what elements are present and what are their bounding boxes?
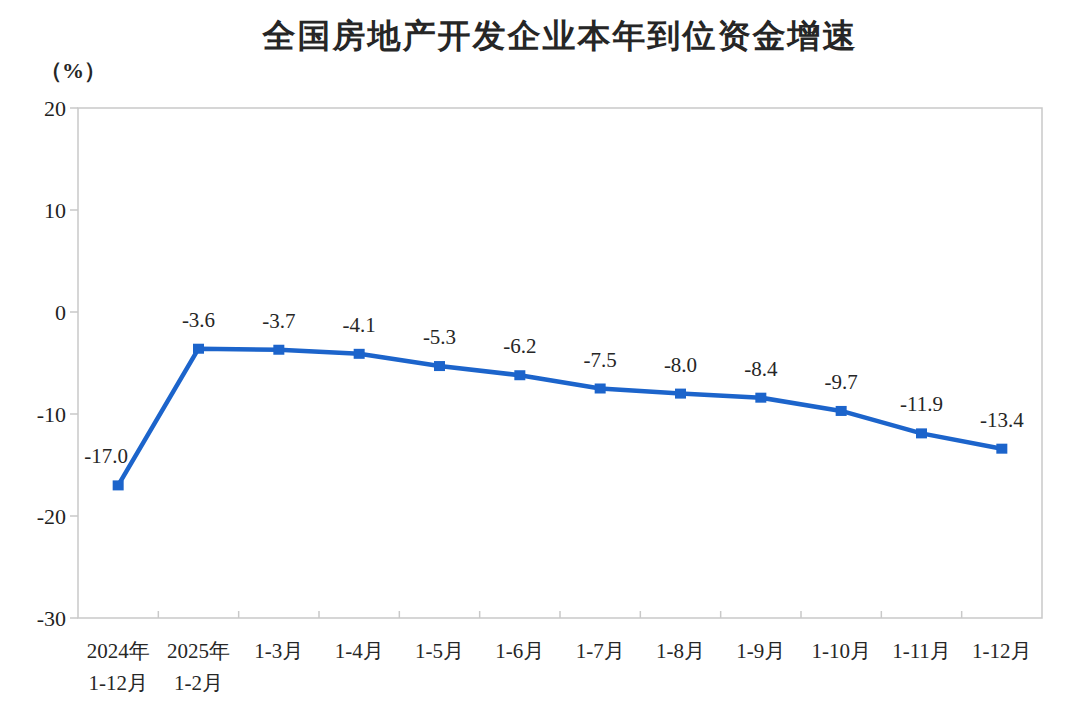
x-axis-category-label: 1-10月 bbox=[811, 639, 871, 663]
y-axis-tick-label: 0 bbox=[55, 300, 66, 325]
data-point-label: -8.4 bbox=[744, 357, 778, 381]
line-chart: 20 10 0 -10 -20 -30 -17.0 -3.6 -3.7 -4.1 -5.3 -6.2 -… bbox=[0, 0, 1080, 727]
data-point-marker bbox=[916, 428, 927, 438]
data-point-label: -9.7 bbox=[825, 370, 858, 394]
data-point-label: -8.0 bbox=[664, 353, 697, 377]
data-point-label: -4.1 bbox=[343, 313, 376, 337]
x-axis-category-label: 1-5月 bbox=[415, 639, 464, 663]
data-point-label: -17.0 bbox=[84, 444, 128, 468]
data-point-label: -11.9 bbox=[900, 392, 943, 416]
data-point-label: -3.7 bbox=[262, 309, 295, 333]
x-axis-category-label: 1-8月 bbox=[656, 639, 705, 663]
data-point-marker bbox=[273, 345, 284, 355]
data-point-label: -6.2 bbox=[503, 334, 536, 358]
y-axis-tick-label: 20 bbox=[44, 96, 66, 121]
data-point-marker bbox=[514, 370, 525, 380]
series-line bbox=[118, 349, 1002, 486]
x-axis-category-label: 1-12月 bbox=[88, 671, 148, 695]
y-axis-tick-label: 10 bbox=[44, 198, 66, 223]
x-axis-category-label: 1-3月 bbox=[254, 639, 303, 663]
x-axis-category-label: 1-4月 bbox=[335, 639, 384, 663]
data-point-marker bbox=[113, 480, 124, 490]
x-axis-category-label: 1-12月 bbox=[972, 639, 1032, 663]
y-axis-tick-label: -20 bbox=[37, 504, 66, 529]
data-point-marker bbox=[836, 406, 847, 416]
data-point-marker bbox=[996, 444, 1007, 454]
data-point-label: -13.4 bbox=[980, 408, 1024, 432]
x-axis-category-label: 1-11月 bbox=[892, 639, 951, 663]
y-axis-tick-label: -10 bbox=[37, 402, 66, 427]
x-axis-category-label: 1-2月 bbox=[174, 671, 223, 695]
x-axis-category-label: 1-6月 bbox=[495, 639, 544, 663]
data-point-label: -7.5 bbox=[584, 348, 617, 372]
data-point-marker bbox=[434, 361, 445, 371]
data-point-marker bbox=[675, 389, 686, 399]
data-point-marker bbox=[595, 384, 606, 394]
data-point-label: -5.3 bbox=[423, 325, 456, 349]
x-axis-category-label: 1-7月 bbox=[576, 639, 625, 663]
y-axis-tick-label: -30 bbox=[37, 606, 66, 631]
x-axis-category-label: 1-9月 bbox=[736, 639, 785, 663]
x-axis-category-label: 2025年 bbox=[167, 639, 230, 663]
data-point-marker bbox=[354, 349, 365, 359]
data-point-label: -3.6 bbox=[182, 308, 215, 332]
data-point-marker bbox=[755, 393, 766, 403]
data-point-marker bbox=[193, 344, 204, 354]
plot-border bbox=[78, 108, 1042, 618]
x-axis-category-label: 2024年 bbox=[87, 639, 150, 663]
chart-page: 全国房地产开发企业本年到位资金增速 （%） 20100-10-20-30-17.… bbox=[0, 0, 1080, 727]
